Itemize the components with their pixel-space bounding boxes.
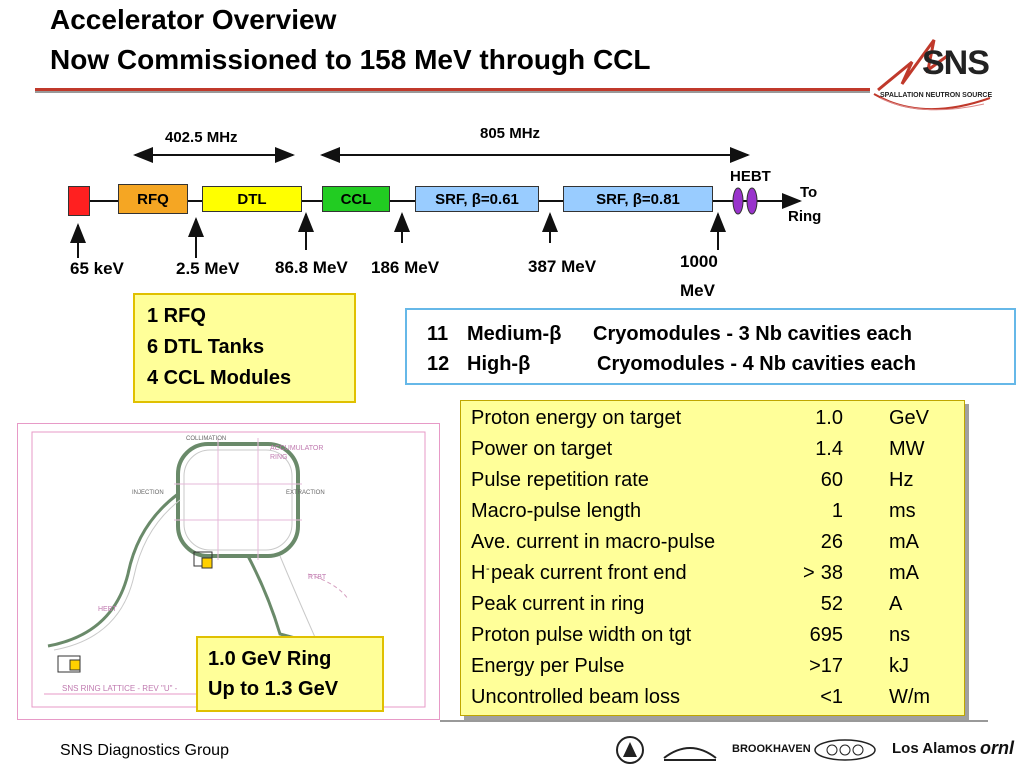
component-counts-box: 1 RFQ 6 DTL Tanks 4 CCL Modules — [133, 293, 356, 403]
cryo-row2-name: High-β — [467, 353, 531, 375]
param-unit: kJ — [889, 655, 909, 677]
param-unit: GeV — [889, 407, 930, 429]
segment-rfq: RFQ — [118, 184, 188, 214]
parameter-table: Proton energy on target 1.0 GeV Power on… — [460, 400, 965, 716]
param-unit: ms — [889, 500, 916, 522]
footer-rule — [440, 720, 988, 722]
segment-srf-high: SRF, β=0.81 — [563, 186, 713, 212]
param-unit: mA — [889, 531, 919, 553]
param-row: Pulse repetition rate 60 Hz — [471, 465, 961, 495]
segment-srf-medium: SRF, β=0.61 — [415, 186, 539, 212]
param-value: 1.4 — [815, 438, 843, 460]
param-unit: W/m — [889, 686, 931, 708]
cryo-row1-desc: Cryomodules - 3 Nb cavities each — [593, 323, 913, 345]
ring-label-collimation: COLLIMATION — [186, 436, 227, 442]
ring-label-hebt: HEBT — [98, 606, 117, 613]
energy-86-8mev: 86.8 MeV — [275, 258, 348, 277]
param-row: Peak current in ring 52 A — [471, 589, 961, 619]
param-label: Pulse repetition rate — [471, 469, 649, 491]
cryo-row2-desc: Cryomodules - 4 Nb cavities each — [597, 353, 917, 375]
param-label: Energy per Pulse — [471, 655, 625, 677]
param-label: Ave. current in macro-pulse — [471, 531, 716, 553]
linac-diagram: 402.5 MHz 805 MHz RFQ DTL CCL SRF, β=0.6… — [0, 0, 1024, 310]
energy-65kev: 65 keV — [70, 259, 124, 278]
count-rfq: 1 RFQ — [147, 305, 206, 327]
param-label: Proton pulse width on tgt — [471, 624, 692, 646]
param-unit: ns — [889, 624, 911, 646]
param-unit: MW — [889, 438, 925, 460]
title-underline — [35, 88, 870, 91]
ring-label-extraction: EXTRACTION — [286, 490, 325, 496]
to-ring-label-1: To — [800, 184, 818, 201]
ornl-logo: ornl — [980, 738, 1014, 758]
param-label: Proton energy on target — [471, 407, 682, 429]
energy-1000mev-line2: MeV — [680, 281, 715, 300]
param-row: Proton pulse width on tgt 695 ns — [471, 620, 961, 650]
param-label: Uncontrolled beam loss — [471, 686, 680, 708]
sns-logo-subtitle: SPALLATION NEUTRON SOURCE — [880, 92, 993, 99]
param-value: >17 — [809, 655, 843, 677]
segment-ccl: CCL — [322, 186, 390, 212]
param-value: 52 — [820, 593, 843, 615]
param-label: Power on target — [471, 438, 613, 460]
param-row: Ave. current in macro-pulse 26 mA — [471, 527, 961, 557]
sns-logo-text: SNS — [922, 44, 990, 82]
param-value: 38 — [820, 562, 843, 584]
param-unit: mA — [889, 562, 919, 584]
energy-186mev: 186 MeV — [371, 258, 440, 277]
ion-source — [68, 186, 90, 216]
param-comparator: > — [803, 562, 815, 584]
param-row: Uncontrolled beam loss <1 W/m — [471, 682, 961, 712]
argonne-logo — [615, 735, 645, 765]
param-row: H peak current front end - > 38 mA — [471, 558, 961, 588]
ring-energy-line1: 1.0 GeV Ring — [208, 648, 332, 670]
jefferson-lab-logo — [812, 737, 878, 763]
slide-title-line2: Now Commissioned to 158 MeV through CCL — [50, 44, 651, 75]
energy-1000mev-line1: 1000 — [680, 252, 718, 271]
count-ccl-modules: 4 CCL Modules — [147, 367, 292, 389]
param-label: H peak current front end — [471, 562, 687, 584]
param-label: Macro-pulse length — [471, 500, 642, 522]
param-value: 1.0 — [815, 407, 843, 429]
param-unit: A — [889, 593, 903, 615]
cryo-row2-count: 12 — [427, 353, 450, 375]
los-alamos-logo: Los Alamos — [892, 740, 977, 757]
cryo-row1-count: 11 — [427, 323, 449, 345]
param-value: <1 — [820, 686, 843, 708]
param-value: 60 — [820, 469, 843, 491]
param-unit: Hz — [889, 469, 914, 491]
h-minus-superscript: - — [486, 563, 490, 575]
slide-title-line1: Accelerator Overview — [50, 4, 337, 35]
ring-label-injection: INJECTION — [132, 490, 164, 496]
param-label: Peak current in ring — [471, 593, 645, 615]
sns-logo: SNS SPALLATION NEUTRON SOURCE — [872, 32, 992, 122]
ring-drawing-caption: SNS RING LATTICE - REV "U" - — [62, 684, 178, 693]
param-row: Proton energy on target 1.0 GeV — [471, 403, 961, 433]
param-row: Macro-pulse length 1 ms — [471, 496, 961, 526]
segment-dtl: DTL — [202, 186, 302, 212]
param-row: Energy per Pulse >17 kJ — [471, 651, 961, 681]
freq-label-402: 402.5 MHz — [165, 129, 238, 146]
param-row: Power on target 1.4 MW — [471, 434, 961, 464]
berkeley-lab-logo — [660, 738, 720, 764]
ring-label-rtbt: RTBT — [308, 574, 327, 581]
param-value: 695 — [809, 624, 843, 646]
param-value: 1 — [831, 500, 843, 522]
ring-label-accumulator: ACCUMULATOR RING — [270, 445, 324, 461]
energy-387mev: 387 MeV — [528, 257, 597, 276]
hebt-label: HEBT — [730, 168, 771, 185]
param-value: 26 — [820, 531, 843, 553]
brookhaven-logo: BROOKHAVEN — [732, 743, 811, 755]
ring-energy-line2: Up to 1.3 GeV — [208, 678, 339, 700]
freq-label-805: 805 MHz — [480, 125, 541, 142]
energy-2-5mev: 2.5 MeV — [176, 259, 240, 278]
ring-energy-box: 1.0 GeV Ring Up to 1.3 GeV — [196, 636, 384, 712]
cryomodule-box: 11 Medium-β Cryomodules - 3 Nb cavities … — [405, 308, 1016, 385]
to-ring-label-2: Ring — [788, 208, 822, 225]
title-underline-shadow — [35, 91, 870, 93]
count-dtl-tanks: 6 DTL Tanks — [147, 336, 265, 358]
cryo-row1-name: Medium-β — [467, 323, 562, 345]
footer-text: SNS Diagnostics Group — [60, 742, 229, 759]
